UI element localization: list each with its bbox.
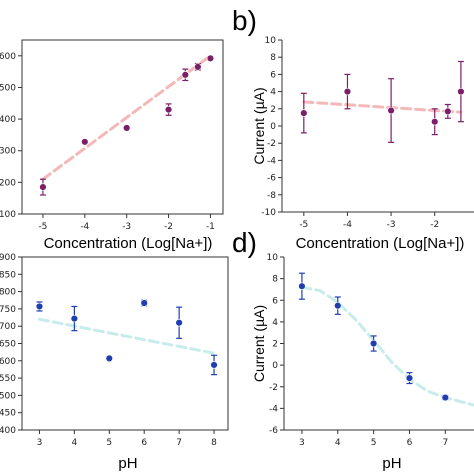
y-tick-label: 500 <box>0 83 16 93</box>
fit-line <box>300 285 474 407</box>
y-tick-label: -6 <box>269 426 278 436</box>
y-tick-label: 6 <box>272 296 278 306</box>
x-tick-label: 4 <box>72 438 78 448</box>
x-axis-label: Concentration (Log[Na+]) <box>44 235 213 252</box>
x-tick-label: -1 <box>206 222 215 232</box>
data-point <box>140 299 148 307</box>
y-tick-label: 800 <box>0 288 16 298</box>
x-tick-label: -5 <box>38 222 47 232</box>
panel-label: b) <box>232 5 257 36</box>
fit-line <box>302 100 463 114</box>
data-point <box>175 319 183 327</box>
x-tick-label: 7 <box>442 438 448 448</box>
y-tick-label: 6 <box>270 70 276 80</box>
x-tick-label: 4 <box>335 438 341 448</box>
x-tick-label: 7 <box>176 438 182 448</box>
panel-b: -5 -4 -3 -2 -10 -8 -6 -4 -2 0 2 4 6 8 10 Concentration … <box>232 5 474 252</box>
y-tick-label: 300 <box>0 147 16 157</box>
x-tick-label: -4 <box>80 222 89 232</box>
y-tick-label: 400 <box>0 115 16 125</box>
data-point <box>457 87 465 96</box>
y-tick-label: 8 <box>272 275 278 285</box>
data-point <box>206 54 215 63</box>
y-tick-label: 10 <box>267 253 279 263</box>
y-axis-label: Current (µA) <box>251 305 267 382</box>
plot-frame <box>21 39 224 215</box>
data-point <box>334 301 342 310</box>
x-tick-label: -5 <box>299 220 308 230</box>
x-tick-label: 5 <box>106 438 112 448</box>
y-tick-label: 850 <box>0 270 16 280</box>
x-tick-label: 6 <box>141 438 147 448</box>
y-tick-label: 450 <box>0 409 16 419</box>
data-point <box>387 106 395 115</box>
y-tick-label: 600 <box>0 357 16 367</box>
y-tick-label: 100 <box>0 210 16 220</box>
x-axis-label: pH <box>118 455 137 472</box>
y-tick-label: 600 <box>0 52 16 62</box>
data-point <box>405 374 414 382</box>
y-tick-label: -2 <box>269 383 278 393</box>
y-tick-label: 750 <box>0 305 16 315</box>
y-tick-label: 0 <box>270 122 276 132</box>
data-point <box>441 393 450 402</box>
data-point <box>122 124 131 132</box>
y-tick-label: 8 <box>270 53 276 63</box>
data-point <box>81 138 89 146</box>
y-tick-label: 2 <box>272 340 278 350</box>
data-point <box>35 302 44 311</box>
panel-label: d) <box>232 227 257 258</box>
data-point <box>70 314 79 323</box>
y-tick-label: 700 <box>0 322 16 332</box>
data-point <box>210 361 218 369</box>
data-point <box>369 339 378 348</box>
y-tick-label: 4 <box>270 88 276 98</box>
panel-c: 3 4 5 6 7 8 400 450 500 550 600 650 700 750 800 850 900 p… <box>0 253 229 472</box>
x-axis-label: Concentration (Log[Na+]) <box>296 235 465 252</box>
panel-d: 3 4 5 6 7 -6 -4 -2 0 2 4 6 8 10 pH Current (µA) d) <box>232 227 474 472</box>
data-point <box>39 183 47 191</box>
x-tick-label: 3 <box>37 438 43 448</box>
data-point <box>300 109 308 117</box>
x-tick-label: -4 <box>343 220 352 230</box>
data-point <box>298 282 306 290</box>
y-tick-label: -10 <box>261 208 276 218</box>
y-tick-label: 10 <box>265 36 277 46</box>
y-tick-label: 0 <box>272 361 278 371</box>
x-tick-label: 8 <box>211 438 217 448</box>
x-tick-label: -2 <box>430 220 439 230</box>
y-axis-label: Current (µA) <box>251 87 267 164</box>
y-tick-label: 500 <box>0 391 16 401</box>
data-point <box>194 63 202 71</box>
data-point <box>164 105 173 114</box>
x-tick-label: -2 <box>164 222 173 232</box>
fit-line <box>38 317 216 355</box>
data-point <box>105 354 113 363</box>
y-tick-label: -4 <box>267 156 276 166</box>
y-tick-label: -8 <box>267 191 276 201</box>
x-tick-label: -3 <box>122 222 131 232</box>
y-tick-label: 900 <box>0 253 16 263</box>
y-tick-label: 550 <box>0 374 16 384</box>
x-tick-label: 5 <box>371 438 377 448</box>
x-tick-label: 3 <box>299 438 305 448</box>
y-tick-label: -6 <box>267 174 276 184</box>
data-point <box>343 87 352 96</box>
y-tick-label: 4 <box>272 318 278 328</box>
panel-a: -5 -4 -3 -2 -1 100 200 300 400 500 600 Concentratio… <box>0 39 224 252</box>
data-point <box>181 71 190 79</box>
y-tick-label: -4 <box>269 404 278 414</box>
y-tick-label: -2 <box>267 139 276 149</box>
y-tick-label: 200 <box>0 178 16 188</box>
y-tick-label: 2 <box>270 105 276 115</box>
data-point <box>431 117 439 126</box>
x-axis-label: pH <box>382 455 401 472</box>
y-tick-label: 400 <box>0 426 16 436</box>
x-tick-label: 6 <box>407 438 413 448</box>
data-point <box>444 107 452 116</box>
x-tick-label: -3 <box>387 220 396 230</box>
y-tick-label: 650 <box>0 340 16 350</box>
plot-frame <box>21 256 229 431</box>
